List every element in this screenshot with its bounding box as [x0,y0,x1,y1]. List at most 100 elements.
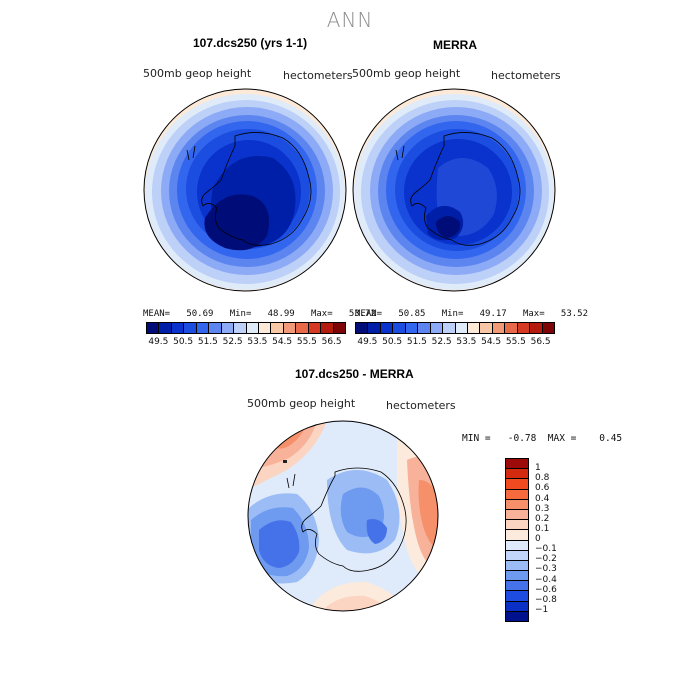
panel-3-variable: 500mb geop height [247,397,356,410]
colorbar-swatch [506,560,528,572]
colorbar-swatch [506,540,528,551]
colorbar-tick-label: 51.5 [197,337,218,347]
colorbar-tick-label: −0.8 [535,594,557,605]
colorbar-swatch [296,323,309,333]
colorbar-swatch [209,323,222,333]
colorbar-swatch [234,323,247,333]
colorbar-swatch [492,323,506,333]
panel-2-colorbar [355,322,555,334]
colorbar-swatch [542,323,554,333]
colorbar-swatch [505,323,518,333]
colorbar-swatch [405,323,419,333]
colorbar-tick-label: 49.5 [357,337,378,347]
colorbar-swatch [246,323,259,333]
colorbar-swatch [467,323,481,333]
colorbar-tick-label: 0.1 [535,523,550,534]
colorbar-swatch [380,323,394,333]
colorbar-swatch [506,459,528,470]
colorbar-tick-label: 50.5 [173,337,194,347]
colorbar-swatch [321,323,334,333]
colorbar-swatch [283,323,297,333]
panel-1-colorbar [146,322,346,334]
colorbar-tick-label: 52.5 [431,337,452,347]
colorbar-swatch [506,469,528,480]
colorbar-swatch [333,323,345,333]
panel-3-map [247,420,439,612]
colorbar-swatch [159,323,172,333]
colorbar-tick-label: −0.4 [535,574,557,585]
colorbar-tick-label: 56.5 [530,337,551,347]
colorbar-swatch [530,323,543,333]
panel-1-units: hectometers [283,69,353,82]
colorbar-swatch [506,581,528,592]
panel-3-stats: MIN = -0.78 MAX = 0.45 [462,433,623,444]
panel-2-variable: 500mb geop height [352,67,461,80]
colorbar-swatch [221,323,235,333]
colorbar-tick-label: −0.3 [535,564,557,575]
colorbar-tick-label: 55.5 [296,337,317,347]
colorbar-swatch [271,323,284,333]
colorbar-tick-label: 52.5 [222,337,243,347]
colorbar-swatch [517,323,531,333]
panel-3-title: 107.dcs250 - MERRA [295,367,414,381]
panel-2-map [352,88,556,292]
colorbar-swatch [506,530,528,541]
colorbar-swatch [506,499,528,510]
colorbar-swatch [455,323,468,333]
colorbar-swatch [196,323,210,333]
colorbar-swatch [506,509,528,521]
panel-2-colorbar-ticks: 49.5 50.5 51.5 52.5 53.5 54.5 55.5 56.5 [355,337,553,349]
colorbar-swatch [147,323,160,333]
panel-1-stats: MEAN= 50.69 Min= 48.99 Max= 53.72 [143,309,376,319]
panel-2-title: MERRA [433,38,477,52]
colorbar-swatch [184,323,197,333]
colorbar-swatch [506,520,528,531]
colorbar-tick-label: −0.1 [535,544,557,555]
colorbar-tick-label: 51.5 [406,337,427,347]
colorbar-swatch [506,550,528,561]
colorbar-swatch [506,479,528,490]
colorbar-swatch [430,323,444,333]
panel-1-map [143,88,347,292]
figure-title: ANN [326,8,374,32]
colorbar-swatch [506,591,528,602]
panel-3-colorbar [505,458,529,622]
colorbar-swatch [506,611,528,621]
colorbar-tick-label: 49.5 [148,337,169,347]
colorbar-tick-label: 54.5 [481,337,502,347]
panel-2-units: hectometers [491,69,561,82]
colorbar-swatch [443,323,456,333]
colorbar-tick-label: 1 [535,463,541,474]
colorbar-tick-label: 0.4 [535,493,550,504]
colorbar-tick-label: −1 [535,604,549,615]
panel-2-stats: MEAN= 50.85 Min= 49.17 Max= 53.52 [355,309,588,319]
panel-1-title: 107.dcs250 (yrs 1-1) [193,36,308,50]
colorbar-tick-label: 55.5 [505,337,526,347]
panel-1-colorbar-ticks: 49.5 50.5 51.5 52.5 53.5 54.5 55.5 56.5 [146,337,344,349]
colorbar-tick-label: 0.2 [535,513,550,524]
panel-1-variable: 500mb geop height [143,67,252,80]
colorbar-swatch [368,323,381,333]
colorbar-swatch [393,323,406,333]
colorbar-swatch [171,323,185,333]
colorbar-swatch [480,323,493,333]
panel-3-units: hectometers [386,399,456,412]
colorbar-tick-label: 0.6 [535,483,550,494]
colorbar-tick-label: 50.5 [382,337,403,347]
colorbar-swatch [506,489,528,500]
colorbar-swatch [356,323,369,333]
colorbar-tick-label: −0.6 [535,584,557,595]
colorbar-swatch [506,601,528,612]
colorbar-tick-label: 0 [535,534,541,544]
colorbar-tick-label: 56.5 [321,337,342,347]
colorbar-tick-label: 53.5 [456,337,477,347]
colorbar-tick-label: 0.3 [535,503,550,514]
colorbar-swatch [258,323,272,333]
colorbar-tick-label: 53.5 [247,337,268,347]
colorbar-tick-label: −0.2 [535,554,557,565]
colorbar-tick-label: 0.8 [535,473,550,484]
colorbar-swatch [418,323,431,333]
colorbar-swatch [506,571,528,582]
colorbar-tick-label: 54.5 [272,337,293,347]
colorbar-swatch [308,323,322,333]
